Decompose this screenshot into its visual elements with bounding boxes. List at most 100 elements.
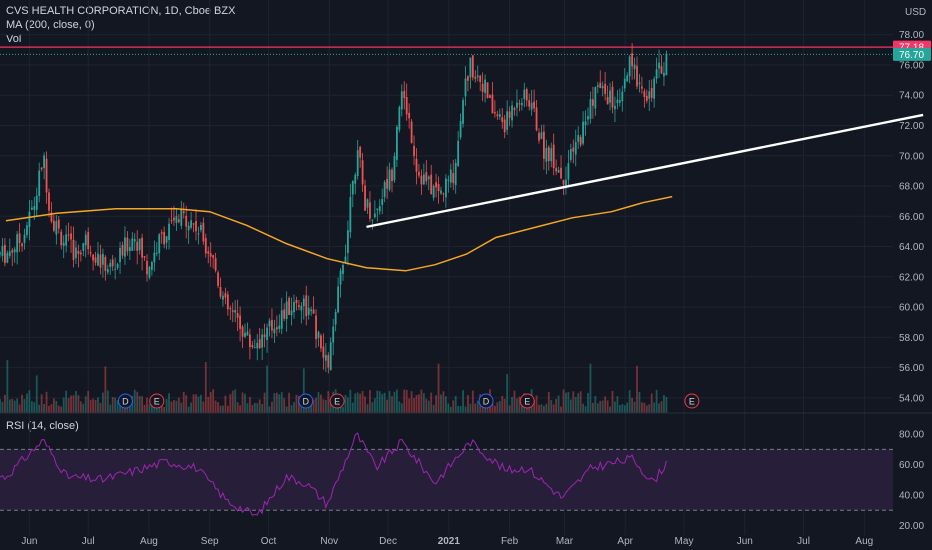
- candle-body: [266, 327, 268, 341]
- candle-body: [523, 89, 526, 100]
- candle-body: [94, 257, 97, 263]
- volume-bar: [572, 391, 575, 413]
- candle-body: [562, 180, 565, 185]
- volume-bar: [209, 391, 212, 413]
- volume-bar: [413, 398, 415, 413]
- candle-body: [13, 249, 16, 253]
- volume-bar: [555, 398, 558, 413]
- candle-body: [256, 342, 259, 349]
- candle-body: [121, 245, 124, 256]
- volume-bar: [77, 395, 80, 413]
- candle-body: [168, 223, 170, 240]
- candle-body: [560, 167, 562, 179]
- volume-bar: [442, 391, 445, 413]
- volume-bar: [601, 400, 604, 413]
- candle-body: [283, 309, 286, 319]
- volume-bar: [396, 389, 398, 413]
- volume-bar: [508, 405, 511, 413]
- candle-body: [381, 199, 384, 206]
- candle-body: [200, 224, 202, 230]
- candle-body: [214, 258, 217, 271]
- candle-body: [128, 247, 131, 251]
- volume-bar: [151, 401, 153, 413]
- candle-body: [447, 179, 450, 181]
- candle-body: [396, 126, 398, 160]
- volume-bar: [141, 396, 143, 413]
- candle-body: [547, 146, 550, 162]
- rsi-tick-label: 80.00: [899, 430, 924, 441]
- candle-body: [82, 243, 85, 251]
- volume-bar: [192, 394, 195, 413]
- volume-bar: [315, 397, 317, 413]
- volume-bar: [114, 397, 117, 413]
- volume-bar: [545, 403, 548, 413]
- candle-body: [498, 114, 501, 117]
- candle-body: [300, 305, 303, 311]
- candle-body: [611, 86, 614, 108]
- event-marker[interactable]: [478, 393, 494, 409]
- candle-body: [102, 253, 104, 265]
- candle-body: [481, 83, 484, 92]
- volume-bar: [275, 392, 278, 413]
- candle-body: [393, 156, 396, 181]
- candle-body: [177, 219, 180, 223]
- candle-body: [459, 121, 462, 138]
- rsi-legend[interactable]: RSI (14, close): [6, 420, 79, 432]
- candle-body: [633, 64, 636, 70]
- candle-body: [278, 325, 281, 329]
- candle-body: [77, 250, 80, 254]
- candle-body: [422, 174, 425, 185]
- event-marker-label: D: [122, 397, 129, 407]
- volume-legend[interactable]: Vol: [6, 33, 22, 45]
- price-tick-label: 56.00: [899, 363, 924, 374]
- volume-bar: [471, 390, 474, 413]
- candle-body: [449, 169, 452, 183]
- volume-bar: [364, 396, 366, 413]
- volume-bar: [550, 400, 553, 413]
- candle-body: [584, 121, 587, 126]
- candle-body: [359, 147, 362, 158]
- volume-bar: [535, 395, 538, 413]
- volume-bar: [589, 363, 592, 413]
- volume-bar: [425, 398, 428, 413]
- volume-bar: [569, 399, 572, 413]
- candle-body: [403, 90, 406, 99]
- event-marker[interactable]: [329, 393, 345, 409]
- candle-body: [119, 247, 121, 263]
- candle-body: [601, 86, 604, 89]
- candle-body: [0, 252, 1, 255]
- event-marker[interactable]: [117, 393, 133, 409]
- candle-body: [614, 105, 616, 110]
- volume-bar: [459, 405, 462, 413]
- volume-bar: [143, 404, 146, 413]
- candle-body: [506, 111, 509, 130]
- candle-body: [388, 169, 391, 190]
- volume-bar: [501, 395, 504, 413]
- candle-body: [645, 95, 648, 101]
- event-marker[interactable]: [149, 393, 165, 409]
- volume-bar: [641, 402, 643, 413]
- candle-body: [641, 86, 643, 89]
- event-marker[interactable]: [684, 393, 700, 409]
- candle-body: [432, 185, 435, 198]
- event-marker[interactable]: [298, 393, 314, 409]
- time-tick-label: Jul: [797, 536, 810, 547]
- volume-bar: [92, 398, 94, 413]
- candle-body: [520, 102, 523, 106]
- time-tick-label: Nov: [320, 536, 338, 547]
- volume-bar: [106, 390, 109, 413]
- candle-body: [175, 216, 178, 223]
- volume-bar: [23, 399, 26, 413]
- candle-body: [38, 170, 41, 196]
- volume-bar: [381, 393, 384, 413]
- candle-body: [354, 174, 357, 184]
- candle-body: [148, 266, 151, 278]
- ma-legend[interactable]: MA (200, close, 0): [6, 19, 95, 31]
- volume-bar: [633, 401, 636, 413]
- price-tick-label: 78.00: [899, 30, 924, 41]
- candle-body: [26, 225, 28, 235]
- volume-bar: [616, 396, 619, 413]
- candle-body: [126, 237, 129, 252]
- event-marker[interactable]: [519, 393, 535, 409]
